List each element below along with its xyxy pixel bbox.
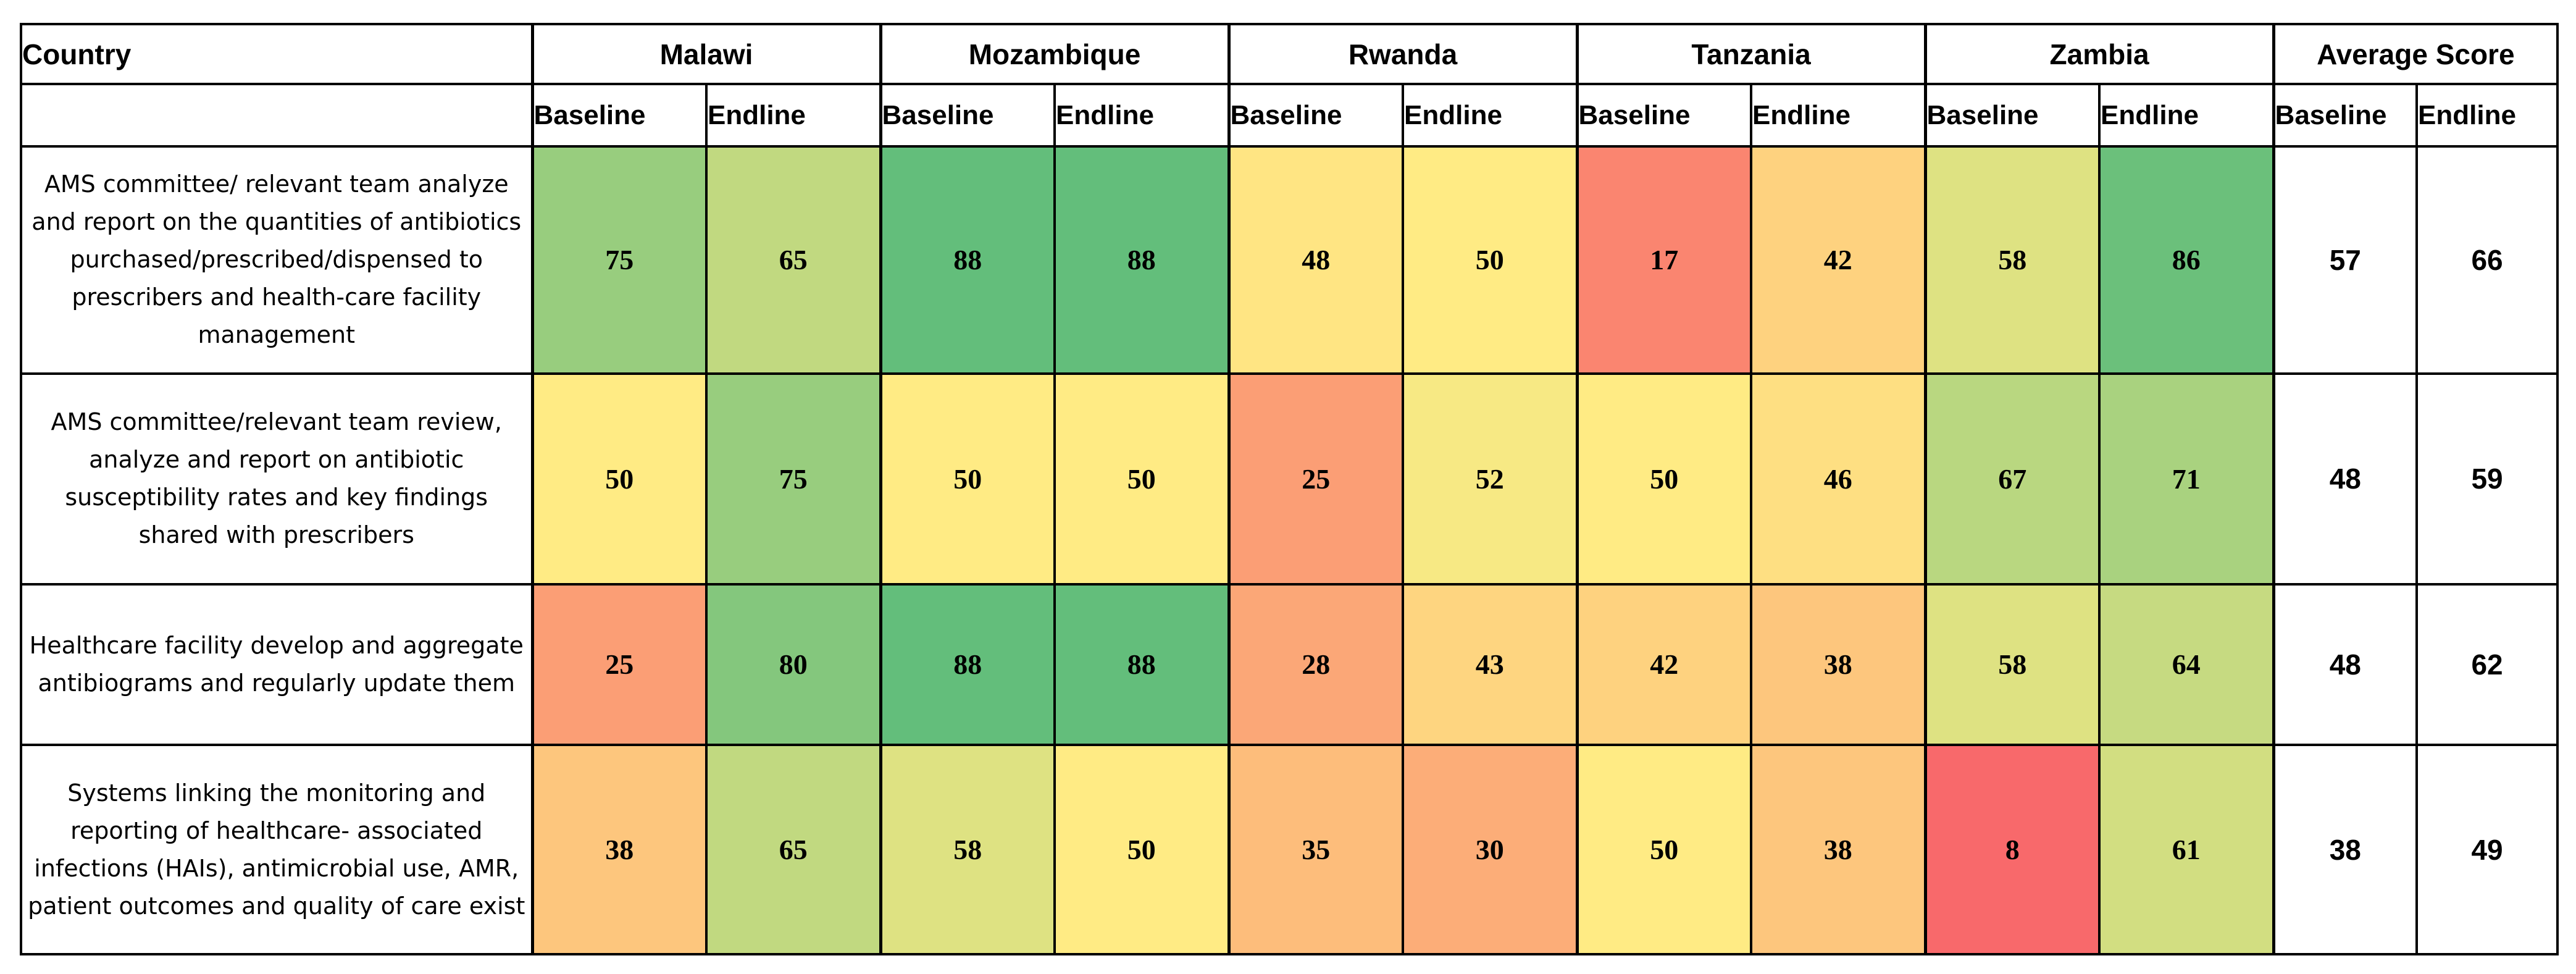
average-score-endline: 66 bbox=[2415, 145, 2559, 375]
score-cell-zambia-baseline: 58 bbox=[1924, 145, 2101, 375]
score-cell-tanzania-baseline: 50 bbox=[1576, 744, 1753, 955]
score-cell-rwanda-baseline: 28 bbox=[1227, 582, 1405, 747]
score-cell-malawi-baseline: 38 bbox=[531, 744, 708, 955]
score-cell-zambia-endline: 86 bbox=[2098, 145, 2275, 375]
average-score-endline: 49 bbox=[2415, 744, 2559, 955]
empty-header-cell bbox=[20, 83, 534, 148]
score-cell-rwanda-baseline: 35 bbox=[1227, 744, 1405, 955]
country-header-mozambique: Mozambique bbox=[879, 23, 1231, 85]
score-cell-malawi-baseline: 50 bbox=[531, 372, 708, 586]
average-score-baseline: 48 bbox=[2272, 582, 2419, 747]
score-cell-mozambique-endline: 50 bbox=[1053, 372, 1231, 586]
metric-label: Healthcare facility develop and aggregat… bbox=[20, 582, 534, 747]
score-cell-tanzania-endline: 38 bbox=[1750, 582, 1927, 747]
country-header-rwanda: Rwanda bbox=[1227, 23, 1579, 85]
score-cell-malawi-endline: 65 bbox=[705, 145, 882, 375]
average-score-baseline: 57 bbox=[2272, 145, 2419, 375]
score-cell-zambia-endline: 71 bbox=[2098, 372, 2275, 586]
phase-header-baseline: Baseline bbox=[2272, 83, 2419, 148]
country-column-header: Country bbox=[20, 23, 534, 85]
score-cell-rwanda-endline: 30 bbox=[1402, 744, 1579, 955]
phase-header-endline: Endline bbox=[2415, 83, 2559, 148]
phase-header-endline: Endline bbox=[1053, 83, 1231, 148]
metric-label: AMS committee/relevant team review, anal… bbox=[20, 372, 534, 586]
score-cell-zambia-endline: 61 bbox=[2098, 744, 2275, 955]
score-cell-tanzania-baseline: 17 bbox=[1576, 145, 1753, 375]
average-score-endline: 62 bbox=[2415, 582, 2559, 747]
phase-header-endline: Endline bbox=[1402, 83, 1579, 148]
phase-header-baseline: Baseline bbox=[531, 83, 708, 148]
score-cell-mozambique-baseline: 58 bbox=[879, 744, 1056, 955]
score-cell-malawi-endline: 80 bbox=[705, 582, 882, 747]
metric-row: AMS committee/relevant team review, anal… bbox=[20, 372, 2559, 586]
score-cell-tanzania-endline: 42 bbox=[1750, 145, 1927, 375]
score-cell-malawi-endline: 65 bbox=[705, 744, 882, 955]
score-cell-rwanda-baseline: 48 bbox=[1227, 145, 1405, 375]
metric-label: AMS committee/ relevant team analyze and… bbox=[20, 145, 534, 375]
metric-row: AMS committee/ relevant team analyze and… bbox=[20, 145, 2559, 375]
score-cell-malawi-baseline: 25 bbox=[531, 582, 708, 747]
score-cell-mozambique-baseline: 88 bbox=[879, 582, 1056, 747]
score-cell-malawi-endline: 75 bbox=[705, 372, 882, 586]
phase-header-endline: Endline bbox=[705, 83, 882, 148]
average-score-header: Average Score bbox=[2272, 23, 2559, 85]
score-cell-mozambique-endline: 88 bbox=[1053, 582, 1231, 747]
score-cell-rwanda-baseline: 25 bbox=[1227, 372, 1405, 586]
average-score-endline: 59 bbox=[2415, 372, 2559, 586]
score-cell-zambia-endline: 64 bbox=[2098, 582, 2275, 747]
country-header-row: Country Malawi Mozambique Rwanda Tanzani… bbox=[20, 23, 2559, 85]
score-cell-mozambique-baseline: 50 bbox=[879, 372, 1056, 586]
country-header-tanzania: Tanzania bbox=[1576, 23, 1927, 85]
score-cell-zambia-baseline: 58 bbox=[1924, 582, 2101, 747]
average-score-baseline: 38 bbox=[2272, 744, 2419, 955]
score-cell-tanzania-baseline: 50 bbox=[1576, 372, 1753, 586]
phase-header-endline: Endline bbox=[2098, 83, 2275, 148]
score-cell-mozambique-endline: 50 bbox=[1053, 744, 1231, 955]
average-score-baseline: 48 bbox=[2272, 372, 2419, 586]
score-cell-rwanda-endline: 50 bbox=[1402, 145, 1579, 375]
score-cell-malawi-baseline: 75 bbox=[531, 145, 708, 375]
phase-header-baseline: Baseline bbox=[1924, 83, 2101, 148]
metric-label: Systems linking the monitoring and repor… bbox=[20, 744, 534, 955]
score-cell-tanzania-endline: 38 bbox=[1750, 744, 1927, 955]
score-cell-tanzania-endline: 46 bbox=[1750, 372, 1927, 586]
score-cell-mozambique-endline: 88 bbox=[1053, 145, 1231, 375]
score-cell-tanzania-baseline: 42 bbox=[1576, 582, 1753, 747]
scorecard-heatmap-table: Country Malawi Mozambique Rwanda Tanzani… bbox=[20, 23, 2559, 955]
score-cell-zambia-baseline: 8 bbox=[1924, 744, 2101, 955]
country-header-zambia: Zambia bbox=[1924, 23, 2275, 85]
country-header-malawi: Malawi bbox=[530, 23, 882, 85]
score-cell-zambia-baseline: 67 bbox=[1924, 372, 2101, 586]
score-cell-mozambique-baseline: 88 bbox=[879, 145, 1056, 375]
phase-header-endline: Endline bbox=[1750, 83, 1927, 148]
score-cell-rwanda-endline: 43 bbox=[1402, 582, 1579, 747]
metric-row: Healthcare facility develop and aggregat… bbox=[20, 582, 2559, 747]
score-cell-rwanda-endline: 52 bbox=[1402, 372, 1579, 586]
phase-header-baseline: Baseline bbox=[1227, 83, 1405, 148]
phase-header-row: Baseline Endline Baseline Endline Baseli… bbox=[20, 83, 2559, 148]
metric-row: Systems linking the monitoring and repor… bbox=[20, 744, 2559, 955]
heatmap-body: AMS committee/ relevant team analyze and… bbox=[20, 145, 2559, 955]
phase-header-baseline: Baseline bbox=[1576, 83, 1753, 148]
phase-header-baseline: Baseline bbox=[879, 83, 1056, 148]
